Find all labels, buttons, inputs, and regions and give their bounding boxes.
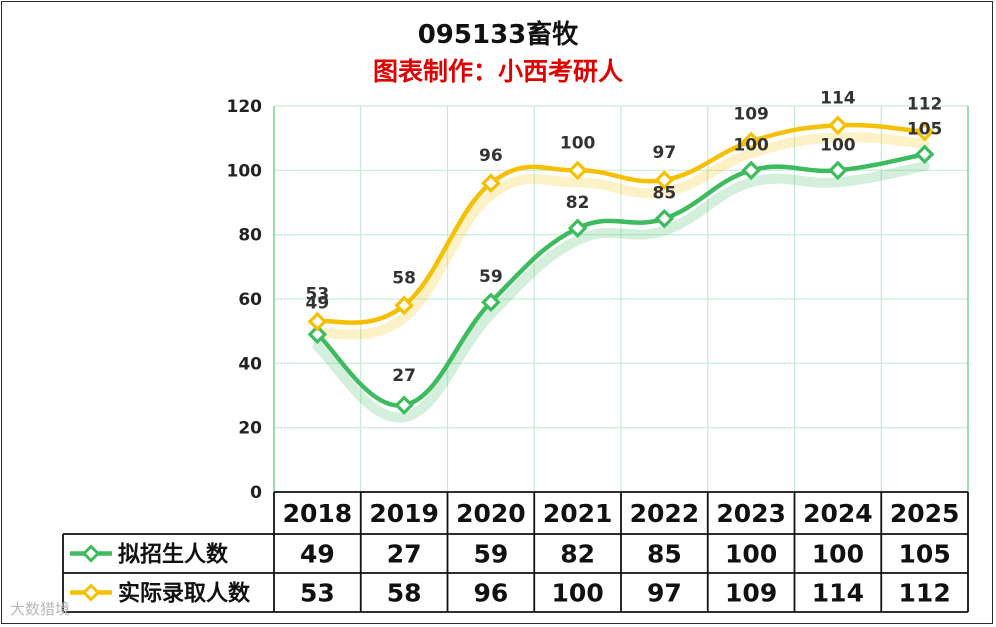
table-year-label: 2018 (283, 499, 353, 528)
table-year-label: 2023 (716, 499, 786, 528)
data-label: 97 (653, 143, 677, 163)
data-point-marker (741, 131, 761, 152)
y-tick-label: 60 (238, 290, 262, 310)
table-year-label: 2024 (803, 499, 873, 528)
watermark-text: 大数猎境 (10, 600, 71, 618)
data-label: 100 (820, 135, 856, 155)
data-label: 58 (392, 268, 416, 288)
data-point-marker (307, 324, 328, 345)
data-point-marker (828, 115, 848, 136)
table-cell-value: 27 (387, 540, 422, 569)
table-cell-value: 97 (647, 579, 682, 608)
data-label: 82 (566, 193, 590, 213)
gridlines (273, 105, 969, 492)
table-cell-value: 53 (300, 579, 335, 608)
data-point-marker (741, 160, 761, 181)
table-year-label: 2025 (890, 499, 960, 528)
table-cell-value: 100 (552, 579, 604, 608)
data-point-marker (481, 292, 501, 312)
data-point-marker (914, 144, 935, 165)
data-label: 114 (820, 88, 856, 108)
table-cell-value: 82 (560, 540, 595, 569)
data-label: 27 (392, 366, 416, 386)
data-point-marker (307, 311, 328, 332)
y-tick-label: 120 (227, 97, 263, 117)
table-cell-value: 85 (647, 540, 682, 569)
chart-title: 095133畜牧 (417, 20, 579, 50)
y-axis: 0 20 40 60 80 100 120 (227, 97, 263, 503)
data-label: 112 (907, 95, 943, 115)
table-cell-value: 49 (300, 540, 335, 569)
series-line (315, 122, 927, 325)
data-label: 109 (733, 104, 769, 124)
y-tick-label: 20 (238, 419, 262, 439)
data-labels: 49 27 59 82 85 100 100 105 53 58 96 100 97 109 114 112 (306, 88, 943, 386)
data-label: 85 (653, 184, 677, 204)
data-label: 96 (479, 146, 503, 166)
table-cell-value: 100 (812, 540, 864, 569)
table-cell-value: 59 (473, 540, 508, 569)
table-cell-value: 96 (473, 579, 508, 608)
legend-key-marker (81, 583, 101, 602)
data-label: 105 (907, 119, 943, 139)
series-shadow (312, 131, 930, 340)
data-point-marker (394, 295, 414, 316)
data-point-marker (567, 218, 588, 238)
table-cell-value: 105 (899, 540, 951, 569)
table-year-label: 2022 (630, 499, 700, 528)
table-cell-value: 100 (725, 540, 777, 569)
data-label: 100 (733, 135, 769, 155)
legend-series-name: 拟招生人数 (118, 542, 229, 568)
data-point-marker (914, 121, 935, 142)
table-cell-value: 58 (387, 579, 422, 608)
legend-key-marker (81, 544, 101, 563)
table-year-label: 2020 (456, 499, 526, 528)
table-cell-value: 112 (899, 579, 951, 608)
data-table: 2018 2019 2020 2021 2022 2023 2024 2025 拟招生人数 49 2… (62, 491, 969, 613)
data-point-marker (394, 395, 414, 415)
y-tick-label: 100 (227, 161, 263, 181)
y-tick-label: 40 (238, 354, 262, 374)
chart-subtitle: 图表制作：小西考研人 (372, 57, 623, 86)
series-markers (307, 115, 935, 415)
table-year-label: 2019 (369, 499, 439, 528)
data-point-marker (828, 160, 848, 181)
data-point-marker (567, 160, 588, 181)
y-tick-label: 0 (250, 483, 262, 503)
table-cell-value: 114 (812, 579, 864, 608)
series-shadow (312, 161, 930, 423)
legend-series-name: 实际录取人数 (118, 581, 251, 607)
data-label: 49 (306, 293, 330, 313)
data-point-marker (654, 170, 675, 190)
table-cell-value: 109 (725, 579, 777, 608)
data-point-marker (654, 208, 675, 229)
y-tick-label: 80 (238, 226, 262, 246)
data-label: 53 (306, 285, 330, 305)
data-point-marker (481, 173, 501, 193)
table-year-label: 2021 (543, 499, 613, 528)
data-label: 100 (560, 133, 596, 153)
data-label: 59 (479, 267, 503, 287)
